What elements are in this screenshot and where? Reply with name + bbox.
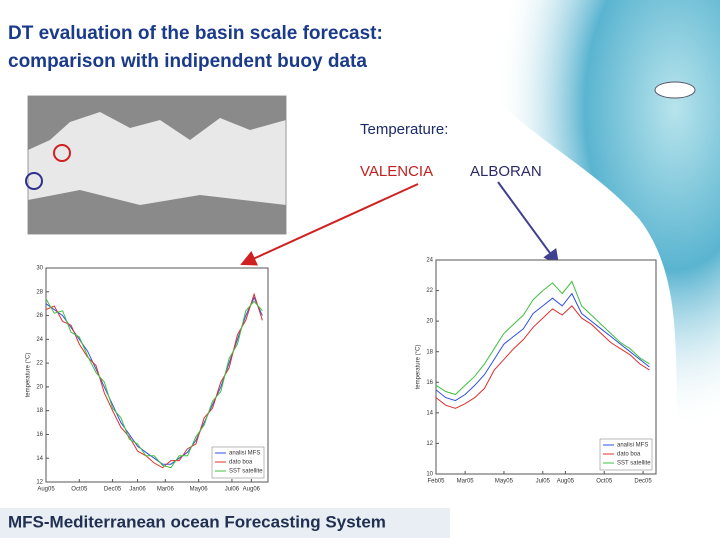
arrow: [497, 181, 560, 266]
x-tick-label: Aug05: [557, 479, 575, 485]
y-tick-label: 12: [426, 441, 433, 447]
plot-area: [45, 267, 269, 483]
legend-label: dato boa: [617, 452, 641, 458]
legend-label: dato boa: [229, 460, 253, 466]
series-line: [45, 298, 263, 469]
y-axis-label: temperature (°C): [26, 353, 32, 398]
x-tick-label: Aug06: [243, 487, 261, 493]
x-tick-label: Oct05: [596, 479, 613, 485]
x-tick-label: Mar05: [457, 479, 475, 485]
title-line: DT evaluation of the basin scale forecas…: [8, 23, 383, 44]
y-tick-label: 20: [426, 319, 433, 325]
series-line: [45, 292, 263, 469]
y-tick-label: 26: [36, 313, 43, 319]
y-axis-label: temperature (°C): [416, 345, 422, 390]
x-tick-label: Aug05: [37, 487, 55, 493]
footer-band: [0, 508, 450, 538]
x-tick-label: Mar06: [157, 487, 175, 493]
legend-label: SST satellite: [617, 461, 651, 467]
y-tick-label: 22: [426, 288, 433, 294]
x-tick-label: Dec05: [104, 487, 122, 493]
y-tick-label: 30: [36, 266, 43, 272]
y-tick-label: 24: [36, 337, 43, 343]
y-tick-label: 22: [36, 361, 43, 367]
x-tick-label: Jul05: [536, 479, 551, 485]
y-tick-label: 14: [36, 456, 43, 462]
x-tick-label: Jul06: [225, 487, 240, 493]
y-tick-label: 12: [36, 480, 43, 486]
y-tick-label: 14: [426, 410, 433, 416]
x-tick-label: May06: [190, 487, 209, 493]
legend-label: SST satellite: [229, 469, 263, 475]
y-tick-label: 10: [426, 472, 433, 478]
x-tick-label: May05: [495, 479, 514, 485]
y-tick-label: 18: [36, 408, 43, 414]
legend-label: analisi MFS: [617, 443, 648, 449]
plot-area: [435, 259, 657, 475]
y-tick-label: 16: [426, 380, 433, 386]
y-tick-label: 24: [426, 258, 433, 264]
map: [25, 95, 287, 235]
y-tick-label: 18: [426, 349, 433, 355]
series-line: [435, 305, 650, 409]
decor-swirl: [420, 0, 720, 540]
x-tick-label: Oct05: [71, 487, 88, 493]
legend-label: analisi MFS: [229, 451, 260, 457]
series-line: [435, 280, 650, 396]
x-tick-label: Feb05: [427, 479, 445, 485]
x-tick-label: Dec05: [634, 479, 652, 485]
y-tick-label: 28: [36, 289, 43, 295]
y-tick-label: 16: [36, 432, 43, 438]
x-tick-label: Jan06: [129, 487, 146, 493]
variable-label: Temperature:: [360, 121, 448, 138]
y-tick-label: 20: [36, 384, 43, 390]
arrow: [240, 183, 419, 266]
title-line: comparison with indipendent buoy data: [8, 51, 367, 72]
footer: MFS-Mediterranean ocean Forecasting Syst…: [8, 512, 386, 531]
decor-boat: [654, 81, 696, 99]
series-line: [435, 292, 650, 402]
station-label: VALENCIA: [360, 163, 433, 180]
station-label: ALBORAN: [470, 163, 542, 180]
